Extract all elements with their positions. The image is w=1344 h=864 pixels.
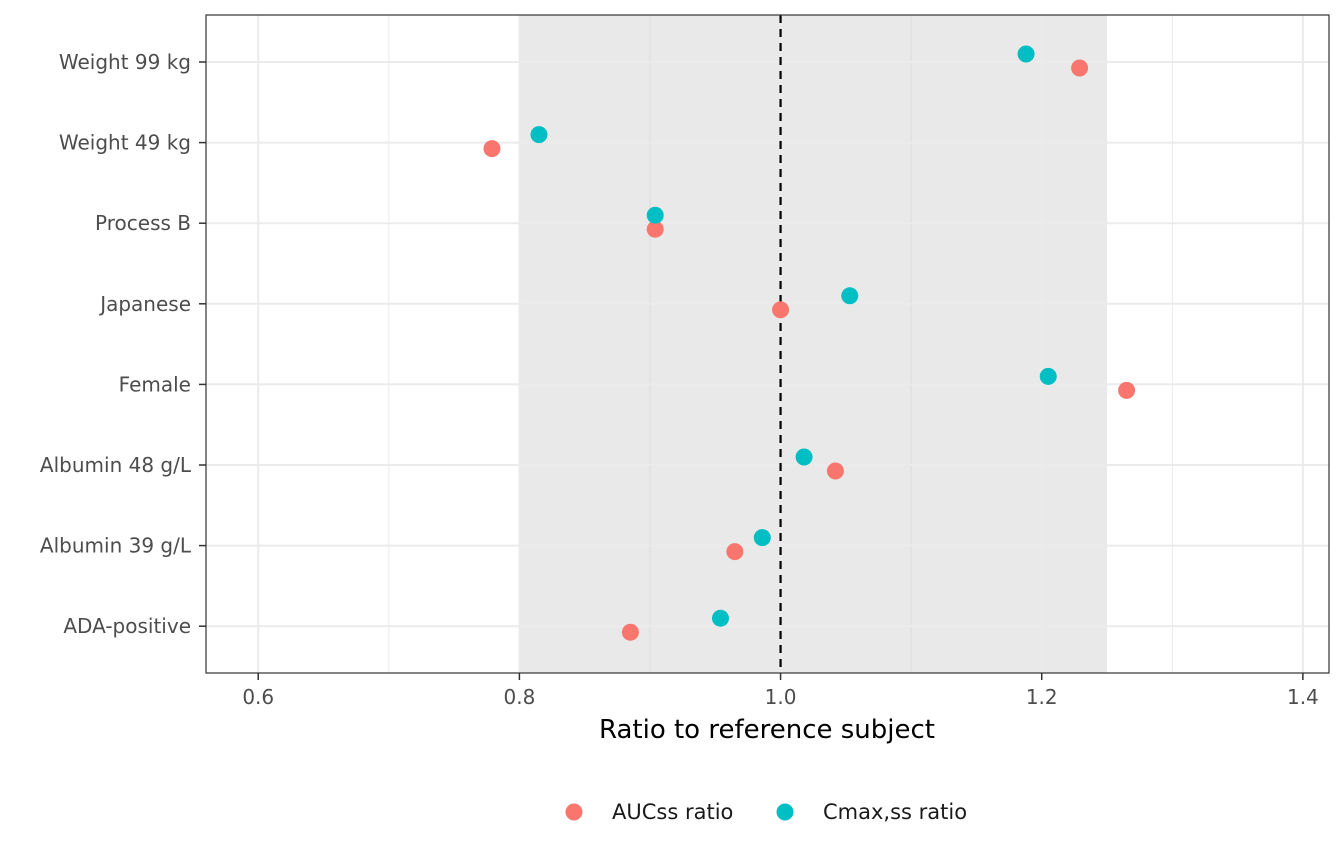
y-axis: Weight 99 kg Weight 49 kg Process B Japanes… [40, 50, 206, 638]
equivalence-band [519, 15, 1108, 673]
x-tick-label: 1.4 [1287, 685, 1319, 709]
y-category-label: Female [119, 372, 191, 396]
legend: AUCss ratio Cmax,ss ratio [565, 800, 967, 824]
point-aucss [1118, 381, 1136, 399]
data-points [483, 45, 1136, 641]
legend-label-cmaxss: Cmax,ss ratio [823, 800, 967, 824]
point-cmaxss [753, 529, 771, 547]
x-tick-label: 1.2 [1026, 685, 1058, 709]
point-cmaxss [841, 287, 859, 305]
point-aucss [483, 140, 501, 158]
legend-key-cmaxss [776, 803, 794, 821]
plot-background [206, 15, 1329, 673]
point-cmaxss [530, 126, 548, 144]
y-category-label: Weight 49 kg [59, 131, 191, 155]
x-tick-label: 0.8 [503, 685, 535, 709]
point-aucss [621, 623, 639, 641]
point-aucss [826, 462, 844, 480]
legend-label-aucss: AUCss ratio [612, 800, 733, 824]
point-cmaxss [1017, 45, 1035, 63]
shaded-band-layer [519, 15, 1108, 673]
legend-key-aucss [565, 803, 583, 821]
y-category-label: ADA-positive [63, 614, 191, 638]
point-aucss [1071, 59, 1089, 77]
point-cmaxss [795, 448, 813, 466]
point-aucss [646, 220, 664, 238]
y-category-label: Process B [95, 211, 191, 235]
x-tick-label: 1.0 [765, 685, 797, 709]
y-category-label: Albumin 48 g/L [40, 453, 192, 477]
point-cmaxss [711, 609, 729, 627]
x-tick-label: 0.6 [242, 685, 274, 709]
point-aucss [772, 301, 790, 319]
minor-gridlines [388, 15, 1173, 673]
point-cmaxss [1039, 367, 1057, 385]
plot-border [205, 14, 1330, 674]
y-category-label: Weight 99 kg [59, 50, 191, 74]
x-axis-title: Ratio to reference subject [599, 715, 935, 745]
point-aucss [726, 543, 744, 561]
x-axis: 0.6 0.8 1.0 1.2 1.4 [242, 673, 1319, 709]
point-cmaxss [646, 206, 664, 224]
major-gridlines [206, 15, 1329, 673]
y-category-label: Albumin 39 g/L [40, 534, 192, 558]
y-category-label: Japanese [98, 292, 191, 316]
